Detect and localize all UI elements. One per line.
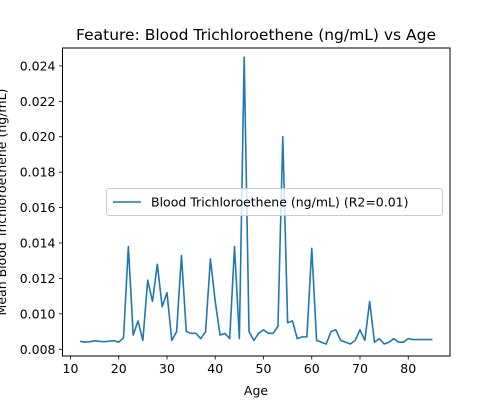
x-tick-label: 50: [256, 361, 272, 376]
series-line: [79, 56, 433, 345]
series-layer: [79, 56, 433, 345]
y-tick-label: 0.024: [20, 58, 56, 73]
chart-title: Feature: Blood Trichloroethene (ng/mL) v…: [76, 26, 436, 44]
x-axis-label: Age: [244, 383, 268, 398]
y-axis-label: Mean Blood Trichloroethene (ng/mL): [0, 89, 9, 316]
x-tick-label: 80: [400, 361, 416, 376]
y-tick-label: 0.014: [20, 236, 56, 251]
x-tick-label: 60: [304, 361, 320, 376]
x-tick-label: 10: [63, 361, 79, 376]
legend-box: [106, 188, 443, 216]
x-tick-label: 30: [159, 361, 175, 376]
y-tick-label: 0.012: [20, 271, 56, 286]
x-tick-label: 20: [111, 361, 127, 376]
plot-frame: [62, 47, 451, 357]
y-tick-label: 0.008: [20, 342, 56, 357]
y-tick-label: 0.018: [20, 165, 56, 180]
x-axis: 10 20 30 40 50 60 70 80: [63, 356, 416, 376]
y-tick-label: 0.010: [20, 306, 56, 321]
legend-label: Blood Trichloroethene (ng/mL) (R2=0.01): [151, 195, 409, 210]
legend: Blood Trichloroethene (ng/mL) (R2=0.01): [106, 188, 443, 216]
x-tick-label: 70: [352, 361, 368, 376]
y-tick-label: 0.020: [20, 129, 56, 144]
x-tick-label: 40: [207, 361, 223, 376]
y-tick-label: 0.016: [20, 200, 56, 215]
y-axis: 0.008 0.010 0.012 0.014 0.016 0.018 0.020 0.022…: [20, 58, 63, 357]
y-tick-label: 0.022: [20, 94, 56, 109]
